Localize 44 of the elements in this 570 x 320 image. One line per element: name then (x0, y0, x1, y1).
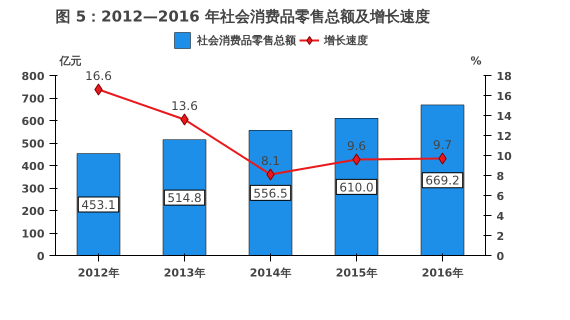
x-tick-label: 2014年 (250, 266, 292, 280)
y2-axis-title: % (470, 54, 482, 68)
point (94, 84, 103, 96)
y-tick-label: 700 (22, 92, 45, 106)
data-label: 453.1 (81, 198, 116, 212)
point (266, 168, 275, 180)
data-label: 610.0 (339, 180, 374, 194)
y2-tick-label: 0 (496, 250, 504, 263)
y-tick-label: 200 (22, 205, 45, 218)
y-tick-label: 0 (36, 250, 45, 263)
y2-tick-label: 8 (496, 170, 504, 183)
y2-tick-label: 4 (496, 210, 504, 223)
y-tick-label: 300 (22, 182, 45, 196)
chart-title: 图 5：2012—2016 年社会消费品零售总额及增长速度 (56, 8, 430, 26)
y2-tick-label: 10 (496, 150, 512, 163)
y-tick-label: 800 (22, 70, 45, 83)
data-label: 556.5 (253, 186, 288, 200)
y-axis-title: 亿元 (58, 54, 82, 68)
y2-tick-label: 6 (496, 190, 504, 203)
data-label: 9.6 (346, 139, 366, 153)
legend-label: 增长速度 (324, 32, 368, 48)
x-tick-label: 2012年 (78, 266, 120, 280)
y-tick-label: 600 (22, 115, 45, 128)
data-label: 514.8 (167, 191, 202, 206)
point (352, 154, 361, 166)
y2-tick-label: 2 (496, 230, 504, 243)
point (438, 152, 447, 164)
y-tick-label: 100 (22, 228, 45, 240)
y2-tick-label: 14 (496, 110, 512, 123)
data-label: 9.7 (432, 138, 452, 152)
legend-label: 社会消费品零售总额 (197, 32, 296, 48)
y-tick-label: 500 (22, 138, 45, 150)
y2-tick-label: 12 (496, 130, 512, 143)
point (180, 114, 189, 126)
y-tick-label: 400 (22, 160, 45, 173)
x-tick-label: 2016年 (422, 266, 464, 280)
data-label: 16.6 (85, 69, 112, 83)
y2-tick-label: 16 (496, 90, 512, 103)
y2-tick-label: 18 (496, 70, 512, 83)
data-label: 669.2 (425, 174, 460, 188)
data-label: 8.1 (260, 154, 280, 168)
x-tick-label: 2013年 (164, 266, 206, 280)
data-label: 13.6 (171, 99, 198, 113)
x-tick-label: 2015年 (336, 266, 378, 280)
